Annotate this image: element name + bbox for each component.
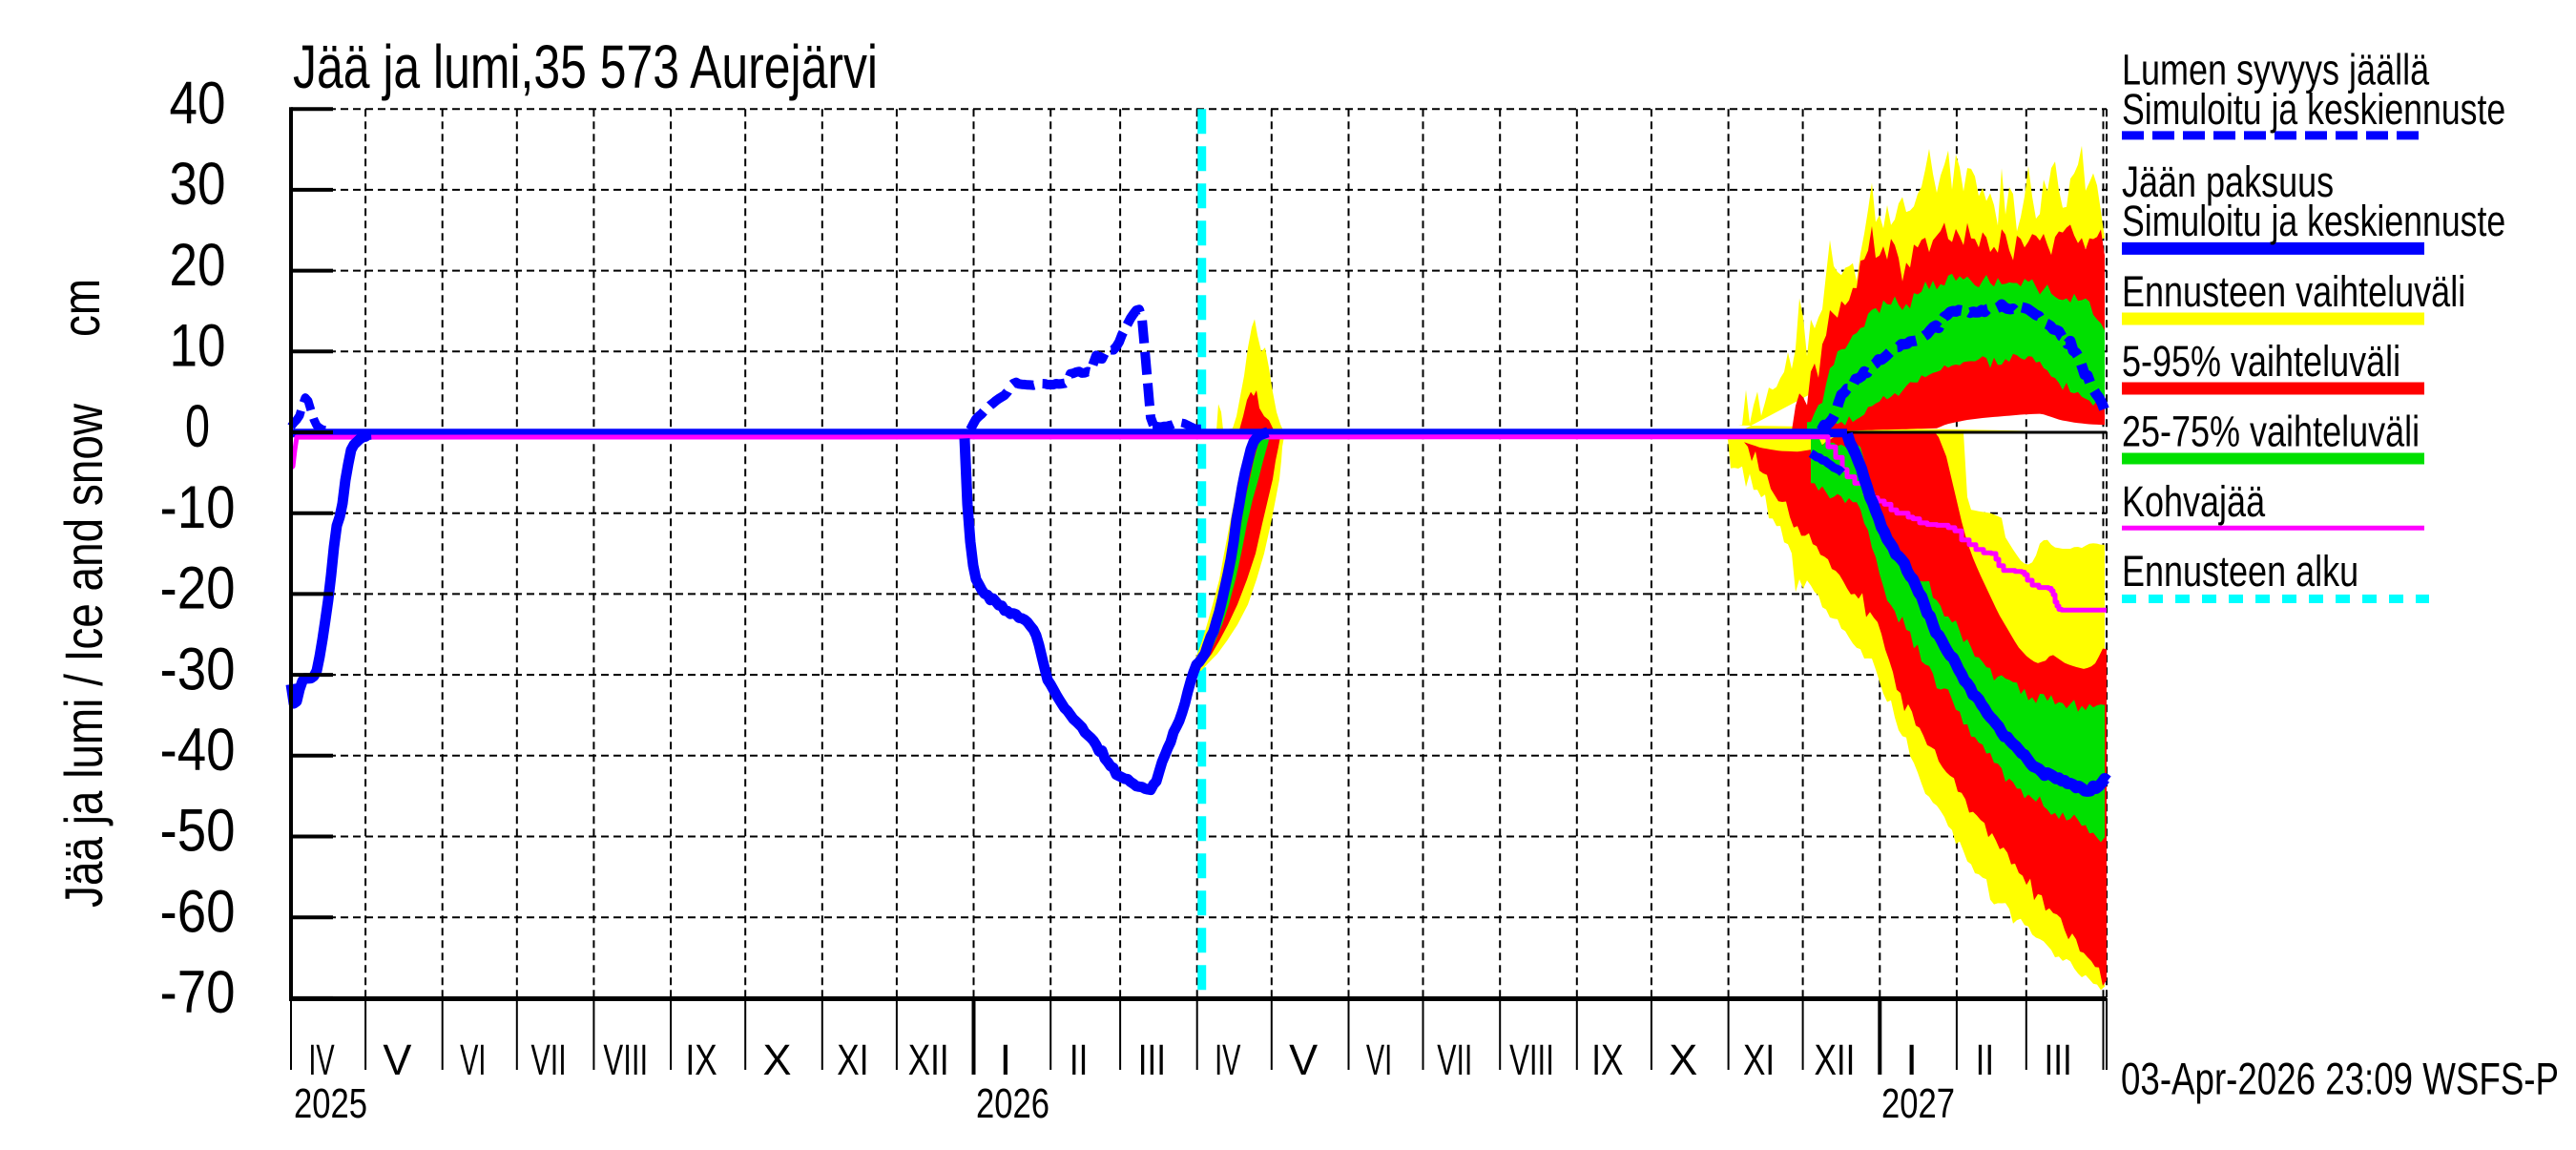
svg-text:Simuloitu ja keskiennuste: Simuloitu ja keskiennuste [2122,197,2505,245]
svg-text:40: 40 [170,70,226,136]
svg-text:-20: -20 [160,555,236,622]
svg-text:IX: IX [1591,1035,1623,1084]
svg-text:-50: -50 [160,798,236,865]
svg-text:20: 20 [170,232,226,299]
svg-text:XI: XI [837,1035,868,1084]
svg-text:25-75% vaihteluväli: 25-75% vaihteluväli [2122,408,2420,456]
svg-text:VI: VI [1366,1035,1392,1084]
svg-text:II: II [1070,1035,1089,1084]
svg-text:X: X [1669,1035,1697,1084]
svg-text:IV: IV [1215,1035,1240,1084]
svg-text:Jään paksuus: Jään paksuus [2122,157,2334,206]
svg-text:-40: -40 [160,717,236,784]
svg-text:Kohvajää: Kohvajää [2122,477,2266,526]
svg-text:0: 0 [185,393,210,460]
svg-text:Lumen syvyys jäällä: Lumen syvyys jäällä [2122,46,2430,94]
svg-text:VII: VII [1437,1035,1472,1084]
svg-text:VII: VII [531,1035,567,1084]
svg-text:10: 10 [170,313,226,380]
svg-text:5-95% vaihteluväli: 5-95% vaihteluväli [2122,337,2400,386]
svg-text:III: III [1138,1035,1166,1084]
svg-text:2025: 2025 [294,1080,367,1127]
svg-text:Ennusteen vaihteluväli: Ennusteen vaihteluväli [2122,267,2465,316]
svg-text:I: I [1905,1035,1918,1084]
svg-text:Jää ja lumi,35 573 Aurejärvi: Jää ja lumi,35 573 Aurejärvi [293,32,878,101]
svg-text:I: I [1000,1035,1012,1084]
svg-text:-60: -60 [160,878,236,945]
svg-text:Ennusteen alku: Ennusteen alku [2122,547,2358,596]
svg-text:VI: VI [460,1035,486,1084]
svg-text:III: III [2044,1035,2071,1084]
svg-text:II: II [1976,1035,1995,1084]
svg-text:-30: -30 [160,636,236,702]
svg-text:X: X [762,1035,791,1084]
svg-text:Jää ja lumi / Ice and snow: Jää ja lumi / Ice and snow [53,404,114,908]
svg-text:XI: XI [1743,1035,1775,1084]
svg-text:XII: XII [1814,1035,1855,1084]
svg-text:2027: 2027 [1881,1080,1955,1127]
svg-text:30: 30 [170,151,226,218]
svg-text:2026: 2026 [976,1080,1049,1127]
svg-text:VIII: VIII [603,1035,648,1084]
svg-text:V: V [383,1035,411,1084]
svg-text:03-Apr-2026 23:09 WSFS-P: 03-Apr-2026 23:09 WSFS-P [2121,1054,2559,1104]
svg-text:XII: XII [908,1035,949,1084]
svg-text:VIII: VIII [1509,1035,1554,1084]
svg-text:IX: IX [686,1035,717,1084]
svg-text:cm: cm [51,279,111,337]
svg-text:IV: IV [308,1035,334,1084]
svg-text:-10: -10 [160,474,236,541]
svg-text:-70: -70 [160,959,236,1026]
svg-text:V: V [1289,1035,1318,1084]
svg-text:Simuloitu ja keskiennuste: Simuloitu ja keskiennuste [2122,85,2505,134]
